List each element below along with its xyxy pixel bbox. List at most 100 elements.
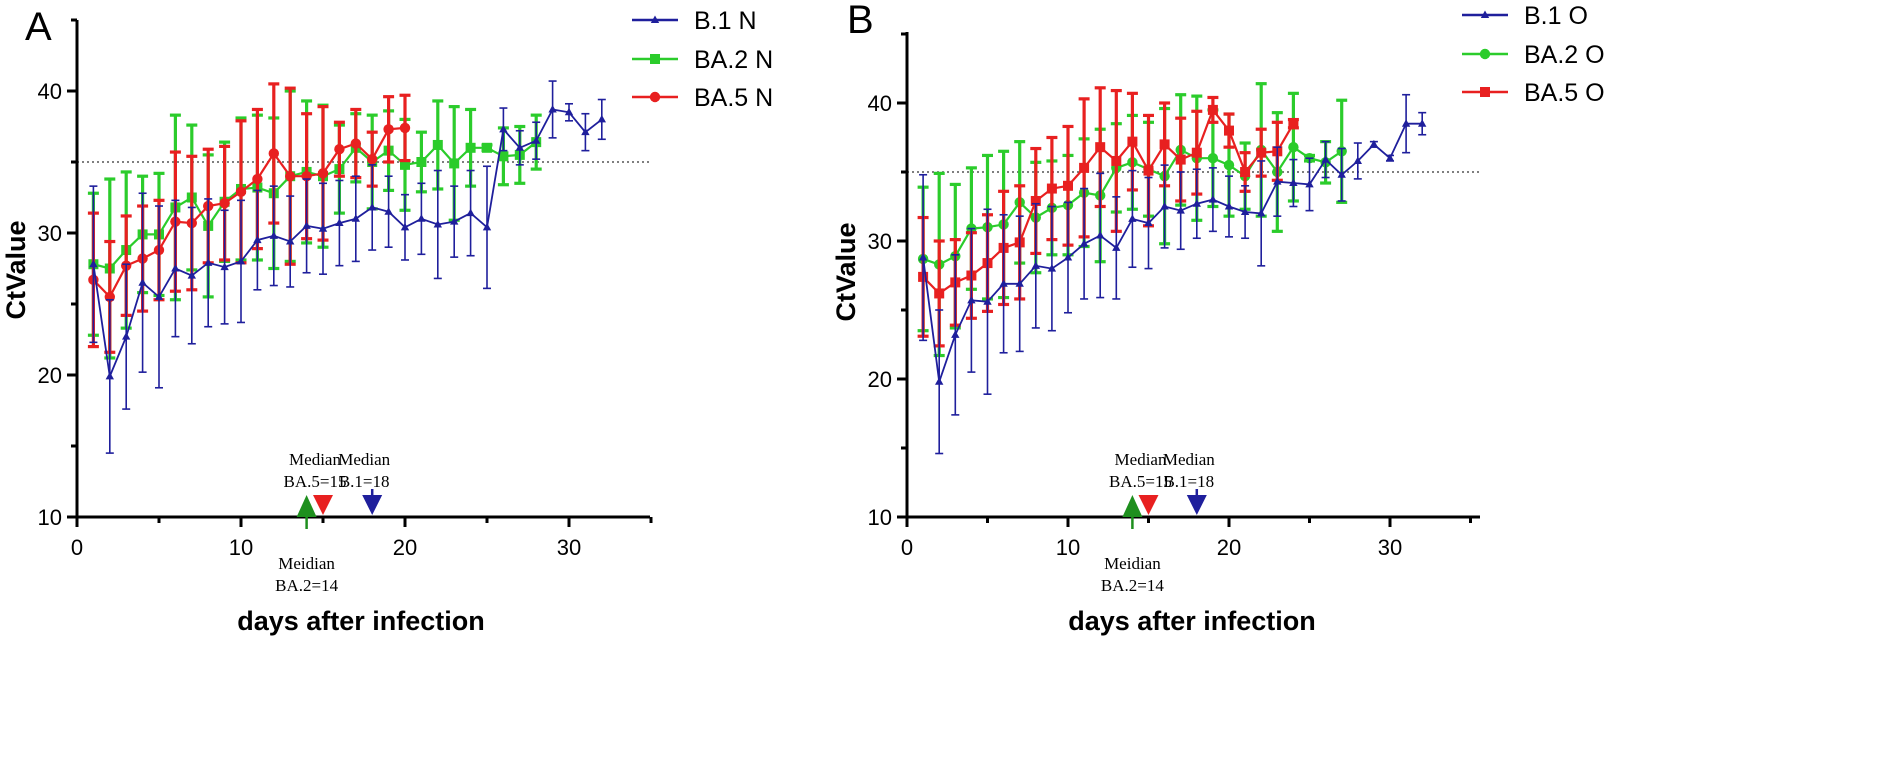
data-point (286, 237, 295, 245)
data-point (1111, 155, 1122, 166)
data-point (1143, 165, 1154, 176)
data-point (400, 159, 410, 170)
y-tick-label: 40 (868, 91, 892, 116)
data-point (433, 219, 442, 228)
data-point (105, 371, 114, 380)
data-point (204, 258, 213, 266)
data-point (999, 279, 1008, 287)
data-point (400, 222, 410, 231)
data-point (416, 157, 427, 167)
data-point (1079, 162, 1090, 173)
data-point (1112, 243, 1121, 251)
data-point (1160, 202, 1169, 210)
data-point (318, 224, 328, 232)
series-line (92, 126, 406, 299)
data-point (1288, 141, 1299, 153)
data-point (1063, 180, 1073, 191)
legend-label: BA.2 N (694, 46, 773, 74)
median-arrow (296, 495, 317, 517)
data-point (1418, 119, 1427, 127)
data-point (1224, 125, 1234, 136)
x-tick-label: 0 (71, 535, 83, 560)
median-label: Meidian (1104, 554, 1161, 573)
data-point (1385, 153, 1395, 162)
median-value: BA.5=15 (1109, 472, 1172, 491)
data-point (383, 124, 394, 135)
median-arrow (1186, 495, 1207, 515)
data-point (1256, 147, 1267, 158)
data-point (122, 332, 131, 340)
median-value: BA.5=15 (284, 472, 347, 491)
median-label: Median (1115, 450, 1167, 469)
data-point (1223, 159, 1235, 171)
legend-marker (650, 15, 660, 23)
data-point (1224, 202, 1234, 210)
data-point (219, 197, 230, 209)
legend-label: B.1 N (694, 7, 757, 35)
y-tick-label: 20 (38, 363, 62, 388)
data-point (581, 127, 590, 136)
median-label: Meidian (278, 554, 335, 573)
legend-marker (1480, 10, 1490, 18)
panel-label: B (847, 0, 874, 42)
data-point (1208, 195, 1218, 203)
data-point (1337, 170, 1346, 178)
data-point (951, 330, 960, 338)
panel-a: A 10 20 30 40 0 10 20 30 CtValue days after infect… (1, 5, 773, 636)
data-point (1257, 208, 1266, 217)
data-point (465, 142, 476, 153)
data-point (1192, 199, 1201, 207)
data-point (967, 295, 976, 304)
data-point (317, 168, 329, 179)
data-point (1128, 214, 1137, 222)
median-value: BA.2=14 (275, 576, 338, 595)
legend-label: B.1 O (1524, 2, 1588, 30)
data-point (532, 136, 541, 144)
x-tick-label: 30 (1378, 535, 1402, 560)
data-point (367, 153, 378, 165)
legend-marker (1480, 87, 1490, 97)
data-point (285, 171, 296, 182)
series-ba-5-o (917, 86, 1299, 348)
x-tick-label: 0 (901, 535, 913, 560)
data-point (1240, 167, 1251, 177)
data-point (1175, 154, 1186, 165)
series-ba-2-n (87, 89, 542, 360)
data-point (187, 271, 196, 279)
series-ba-5-n (87, 82, 411, 354)
data-point (482, 142, 492, 153)
y-axis-title: CtValue (831, 222, 861, 321)
data-point (1207, 153, 1219, 164)
data-point (171, 264, 180, 272)
median-value: B.1=18 (1163, 472, 1214, 491)
data-point (482, 222, 492, 231)
series-b-1-n (89, 80, 606, 454)
data-point (1240, 207, 1250, 216)
data-point (1096, 230, 1105, 239)
data-point (335, 218, 344, 227)
y-axis-title: CtValue (1, 220, 31, 319)
legend-label: BA.5 O (1524, 79, 1605, 107)
data-point (252, 173, 263, 185)
median-arrow (313, 495, 333, 515)
x-tick-label: 10 (1056, 535, 1080, 560)
data-point (269, 231, 278, 239)
data-point (1289, 178, 1298, 187)
y-tick-label: 40 (38, 79, 62, 104)
data-point (1353, 156, 1362, 164)
data-point (1207, 104, 1218, 115)
data-point (1273, 177, 1282, 185)
data-point (268, 148, 279, 159)
median-arrow (1122, 495, 1143, 517)
series-line (922, 107, 1295, 295)
data-point (432, 139, 443, 150)
data-point (1176, 206, 1185, 214)
data-point (1030, 195, 1041, 206)
legend-marker (650, 54, 660, 64)
data-point (350, 138, 361, 149)
data-point (983, 297, 992, 305)
median-value: BA.2=14 (1101, 576, 1164, 595)
data-point (564, 107, 574, 116)
